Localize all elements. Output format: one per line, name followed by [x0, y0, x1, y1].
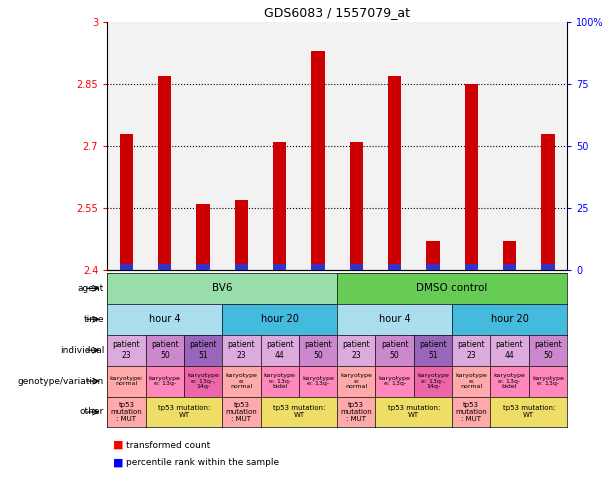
Text: karyotype:
normal: karyotype: normal — [110, 376, 143, 386]
Bar — [541, 134, 555, 270]
Text: tp53
mutation
: MUT: tp53 mutation : MUT — [110, 402, 142, 422]
Bar — [158, 76, 172, 270]
Bar — [158, 264, 172, 270]
Text: patient
50: patient 50 — [304, 341, 332, 360]
Bar — [349, 264, 363, 270]
Text: time: time — [83, 315, 104, 324]
Text: patient
51: patient 51 — [189, 341, 217, 360]
Bar — [541, 264, 555, 270]
Text: karyotype
e: 13q-,
14q-: karyotype e: 13q-, 14q- — [417, 373, 449, 389]
Text: patient
23: patient 23 — [227, 341, 255, 360]
Title: GDS6083 / 1557079_at: GDS6083 / 1557079_at — [264, 6, 410, 19]
Text: tp53
mutation
: MUT: tp53 mutation : MUT — [340, 402, 372, 422]
Text: individual: individual — [60, 346, 104, 355]
Bar — [388, 264, 402, 270]
Bar — [196, 264, 210, 270]
Bar — [465, 84, 478, 270]
Text: patient
51: patient 51 — [419, 341, 447, 360]
Text: percentile rank within the sample: percentile rank within the sample — [126, 458, 279, 467]
Text: hour 20: hour 20 — [490, 314, 528, 324]
Text: karyotype
e:
normal: karyotype e: normal — [226, 373, 257, 389]
Bar — [503, 264, 516, 270]
Bar — [184, 22, 222, 270]
Text: patient
44: patient 44 — [266, 341, 294, 360]
Text: karyotype
e: 13q-,
14q-: karyotype e: 13q-, 14q- — [187, 373, 219, 389]
Text: DMSO control: DMSO control — [416, 284, 488, 293]
Text: karyotype
e: 13q-: karyotype e: 13q- — [532, 376, 564, 386]
Bar — [273, 264, 286, 270]
Bar — [349, 142, 363, 270]
Text: karyotype
e: 13q-: karyotype e: 13q- — [379, 376, 411, 386]
Text: karyotype
e:
normal: karyotype e: normal — [340, 373, 372, 389]
Text: patient
50: patient 50 — [151, 341, 178, 360]
Text: patient
23: patient 23 — [343, 341, 370, 360]
Bar — [375, 22, 414, 270]
Bar — [196, 204, 210, 270]
Bar — [414, 22, 452, 270]
Text: tp53 mutation:
WT: tp53 mutation: WT — [158, 406, 210, 418]
Bar — [465, 264, 478, 270]
Bar — [503, 242, 516, 270]
Bar — [235, 264, 248, 270]
Text: tp53 mutation:
WT: tp53 mutation: WT — [503, 406, 555, 418]
Bar — [273, 142, 286, 270]
Text: ■: ■ — [113, 457, 124, 468]
Text: patient
44: patient 44 — [496, 341, 524, 360]
Text: other: other — [80, 408, 104, 416]
Bar — [107, 22, 145, 270]
Text: patient
50: patient 50 — [534, 341, 562, 360]
Bar — [490, 22, 528, 270]
Bar — [426, 242, 440, 270]
Text: tp53 mutation:
WT: tp53 mutation: WT — [387, 406, 440, 418]
Text: karyotype
e: 13q-
bidel: karyotype e: 13q- bidel — [493, 373, 525, 389]
Bar — [120, 134, 133, 270]
Bar — [426, 264, 440, 270]
Bar — [311, 51, 325, 270]
Text: tp53 mutation:
WT: tp53 mutation: WT — [273, 406, 325, 418]
Text: hour 20: hour 20 — [261, 314, 299, 324]
Text: tp53
mutation
: MUT: tp53 mutation : MUT — [455, 402, 487, 422]
Bar — [452, 22, 490, 270]
Text: karyotype
e:
normal: karyotype e: normal — [455, 373, 487, 389]
Text: genotype/variation: genotype/variation — [18, 377, 104, 385]
Text: karyotype
e: 13q-: karyotype e: 13q- — [149, 376, 181, 386]
Text: patient
50: patient 50 — [381, 341, 408, 360]
Bar — [235, 200, 248, 270]
Bar — [388, 76, 402, 270]
Bar — [120, 264, 133, 270]
Bar — [299, 22, 337, 270]
Text: ■: ■ — [113, 440, 124, 450]
Bar — [528, 22, 567, 270]
Text: karyotype
e: 13q-
bidel: karyotype e: 13q- bidel — [264, 373, 295, 389]
Text: transformed count: transformed count — [126, 440, 210, 450]
Text: BV6: BV6 — [212, 284, 232, 293]
Text: patient
23: patient 23 — [113, 341, 140, 360]
Bar — [311, 264, 325, 270]
Text: hour 4: hour 4 — [379, 314, 411, 324]
Text: hour 4: hour 4 — [149, 314, 181, 324]
Text: karyotype
e: 13q-: karyotype e: 13q- — [302, 376, 334, 386]
Bar — [145, 22, 184, 270]
Text: patient
23: patient 23 — [457, 341, 485, 360]
Bar — [337, 22, 375, 270]
Text: tp53
mutation
: MUT: tp53 mutation : MUT — [226, 402, 257, 422]
Bar — [261, 22, 299, 270]
Text: agent: agent — [78, 284, 104, 293]
Bar — [222, 22, 261, 270]
